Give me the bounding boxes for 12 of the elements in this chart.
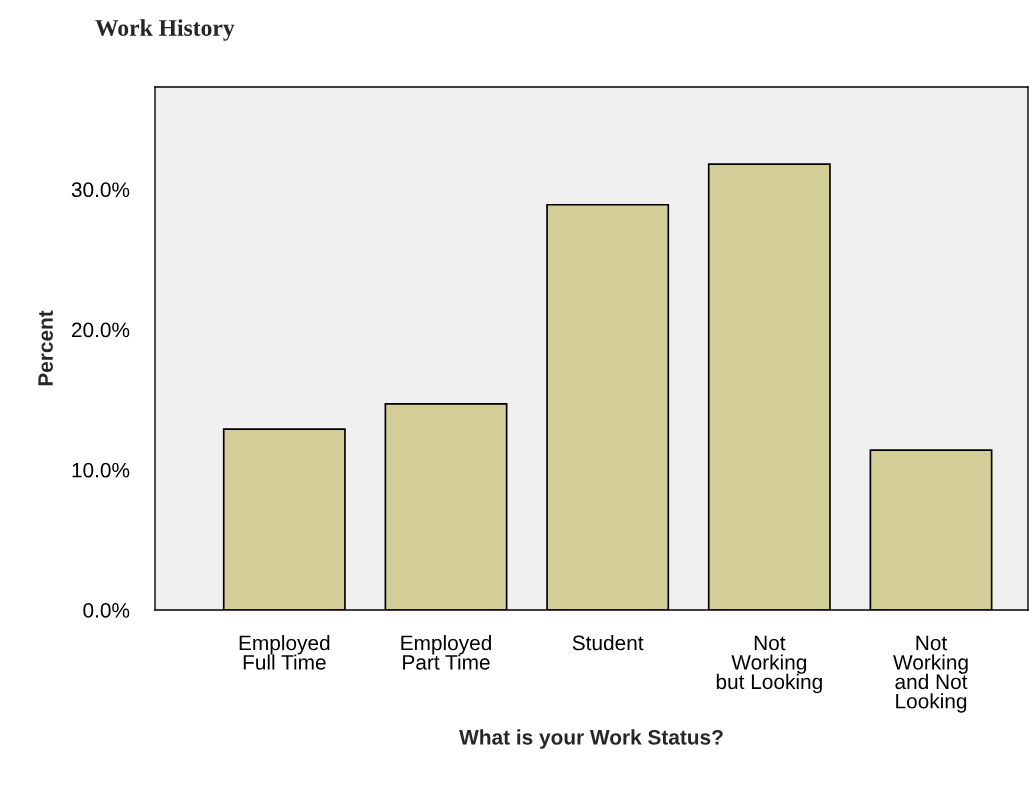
y-tick-label: 0.0% — [83, 603, 130, 618]
chart-title: Work History — [95, 19, 235, 41]
x-tick-label: Student — [572, 635, 644, 651]
x-tick-label: Not Working but Looking — [716, 635, 822, 694]
y-axis-title: Percent — [38, 310, 53, 386]
x-tick-label: Employed Full Time — [239, 635, 330, 670]
y-tick-label: 20.0% — [71, 322, 130, 338]
x-tick-label: Employed Part Time — [401, 635, 491, 670]
y-tick-label: 10.0% — [72, 462, 130, 478]
x-tick-label: Not Working and Not Looking — [893, 635, 968, 713]
x-axis-title: What is your Work Status? — [459, 729, 723, 749]
y-tick-label: 30.0% — [71, 182, 130, 198]
